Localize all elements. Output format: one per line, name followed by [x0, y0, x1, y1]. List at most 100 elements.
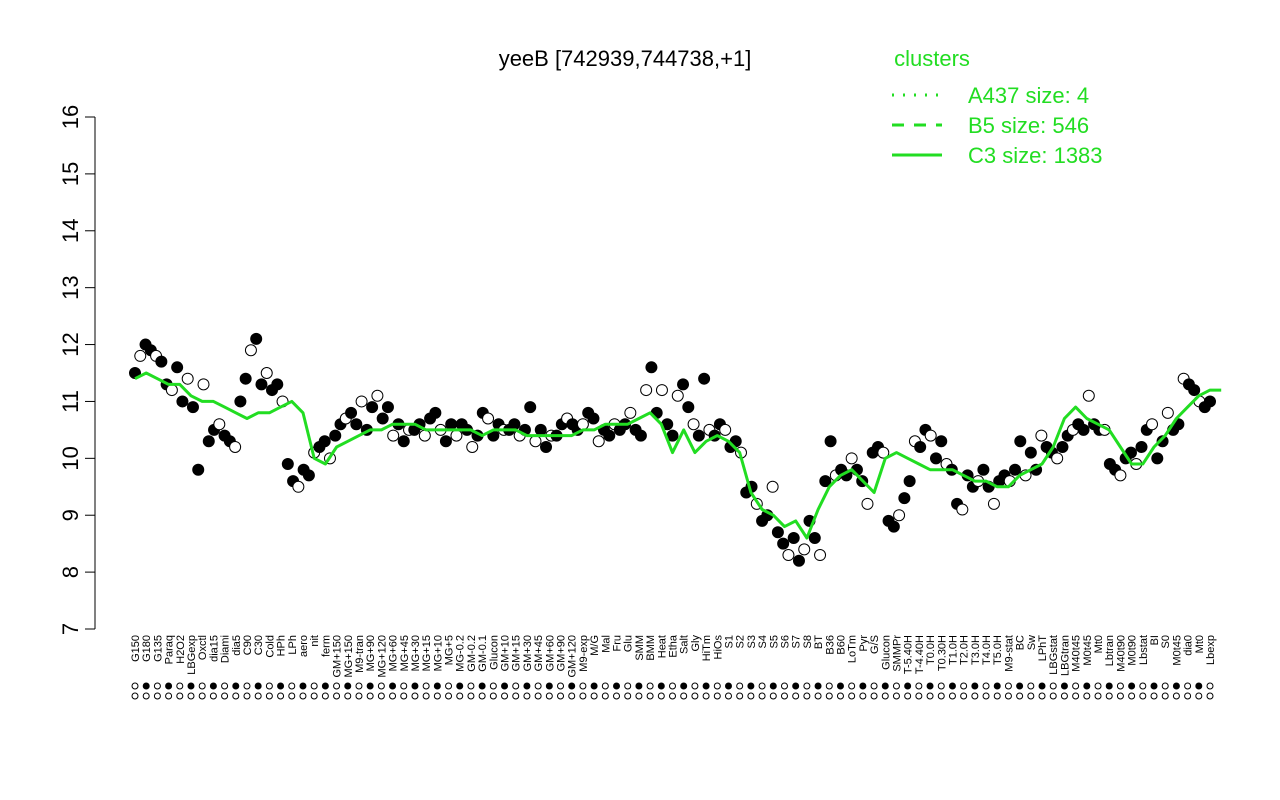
x-marker — [254, 692, 262, 700]
x-marker — [590, 692, 598, 700]
x-tick-label: GM+60 — [544, 635, 556, 671]
data-point — [645, 361, 658, 374]
x-tick-label: LBGexp — [186, 635, 198, 675]
x-tick-label: MG+10 — [432, 635, 444, 671]
x-tick-label: MG+120 — [376, 635, 388, 678]
x-marker — [669, 682, 676, 690]
x-tick-label: ferm — [320, 635, 332, 657]
x-tick-label: Fru — [612, 635, 624, 652]
x-marker — [153, 682, 161, 690]
data-point — [824, 435, 837, 448]
data-point — [387, 429, 400, 442]
x-marker — [142, 692, 150, 700]
x-marker — [702, 682, 710, 690]
data-point — [787, 531, 800, 544]
x-marker — [512, 692, 520, 700]
x-marker — [590, 682, 598, 690]
x-tick-label: Mt0 — [1093, 635, 1105, 653]
x-marker — [557, 682, 565, 690]
x-marker — [1038, 682, 1046, 690]
data-point — [250, 332, 263, 345]
x-marker — [142, 682, 150, 690]
x-tick-label: GM+15 — [511, 635, 523, 671]
x-marker — [657, 692, 665, 700]
x-marker — [635, 682, 643, 690]
x-marker — [243, 692, 251, 700]
data-point — [935, 435, 948, 448]
data-point — [1114, 469, 1127, 482]
data-point — [924, 429, 937, 442]
data-point — [1035, 429, 1048, 442]
x-marker — [501, 692, 509, 700]
x-tick-label: GM+90 — [556, 635, 568, 671]
x-marker — [321, 692, 329, 700]
x-tick-label: SMMPr — [891, 635, 903, 672]
x-marker — [265, 692, 273, 700]
data-point — [1014, 435, 1027, 448]
x-tick-label: LPh — [287, 635, 299, 655]
x-tick-label: S2 — [735, 635, 747, 648]
data-point — [1161, 406, 1174, 419]
data-point — [692, 429, 705, 442]
data-point — [977, 463, 990, 476]
data-point — [956, 503, 969, 516]
x-marker — [355, 682, 363, 690]
x-marker — [836, 682, 844, 690]
x-marker — [1172, 692, 1180, 700]
x-marker — [1016, 682, 1024, 690]
x-marker — [926, 682, 934, 690]
x-tick-label: M9-tran — [354, 635, 366, 673]
data-point — [181, 372, 194, 385]
x-marker — [254, 682, 262, 690]
x-marker — [422, 692, 430, 700]
data-point — [682, 401, 695, 414]
chart-title: yeeB [742939,744738,+1] — [499, 46, 752, 71]
x-marker — [1083, 692, 1091, 700]
y-tick-label: 12 — [58, 332, 83, 356]
data-point — [202, 435, 215, 448]
x-tick-label: nit — [309, 635, 321, 647]
x-marker — [601, 692, 609, 700]
x-tick-label: Glucon — [488, 635, 500, 670]
x-tick-label: S0 — [1160, 635, 1172, 648]
x-marker — [478, 682, 486, 690]
data-point — [350, 418, 363, 431]
x-marker — [512, 682, 520, 690]
x-marker — [870, 692, 878, 700]
data-point — [418, 429, 431, 442]
x-tick-label: Lbstat — [1138, 635, 1150, 665]
x-marker — [792, 682, 800, 690]
x-marker — [579, 682, 587, 690]
x-marker — [870, 682, 878, 690]
x-marker — [1150, 692, 1158, 700]
x-marker — [758, 692, 766, 700]
x-marker — [736, 692, 744, 700]
x-tick-label: GM+30 — [522, 635, 534, 671]
x-marker — [1195, 692, 1203, 700]
x-tick-label: GM+120 — [567, 635, 579, 678]
x-marker — [187, 682, 195, 690]
x-marker — [825, 682, 833, 690]
x-marker — [613, 682, 621, 690]
data-point — [534, 423, 547, 436]
x-marker — [1038, 692, 1046, 700]
x-marker — [713, 682, 721, 690]
x-tick-label: GM-0.1 — [477, 635, 489, 672]
x-marker — [501, 682, 509, 690]
data-point — [439, 435, 452, 448]
data-point — [603, 429, 616, 442]
x-tick-label: G180 — [141, 635, 153, 662]
x-marker — [1116, 682, 1124, 690]
data-point — [814, 549, 827, 562]
x-tick-label: dia0 — [1183, 635, 1195, 656]
data-point — [1082, 389, 1095, 402]
y-tick-label: 15 — [58, 162, 83, 186]
x-marker — [1206, 692, 1214, 700]
data-point — [329, 429, 342, 442]
x-marker — [792, 692, 800, 700]
x-tick-label: M9-exp — [578, 635, 590, 672]
data-point — [234, 395, 247, 408]
data-point — [634, 429, 647, 442]
data-point — [576, 418, 589, 431]
